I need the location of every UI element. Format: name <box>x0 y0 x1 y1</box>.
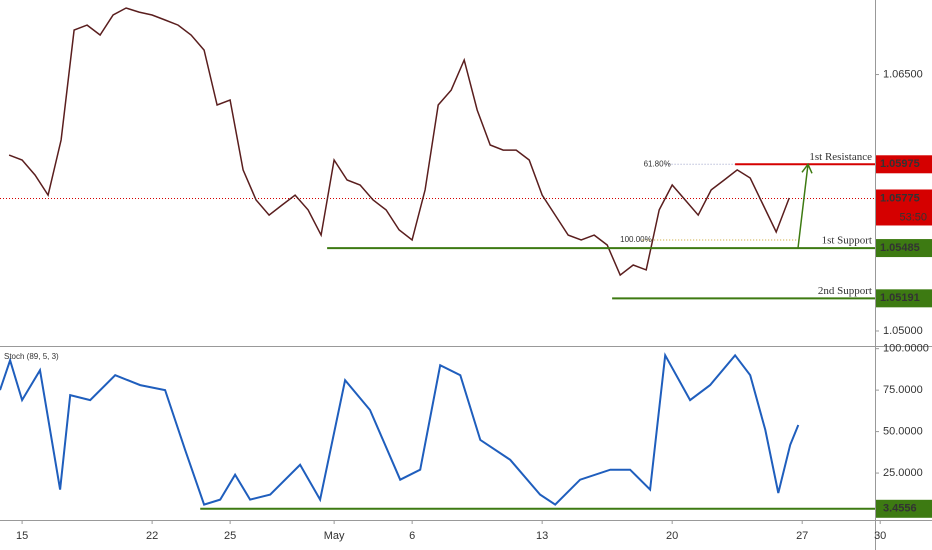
level-tag-label: 1.05485 <box>880 242 920 254</box>
y-tick-label: 1.05000 <box>883 325 923 337</box>
y2-tick-label: 25.0000 <box>883 467 923 479</box>
x-tick-label: 27 <box>796 530 808 542</box>
y2-tick-label: 50.0000 <box>883 425 923 437</box>
current-price-label: 1.05775 <box>880 192 920 204</box>
level-tag <box>876 155 932 174</box>
stoch-level-tag <box>876 499 932 518</box>
x-tick-label: 22 <box>146 530 158 542</box>
fib-label: 100.00% <box>620 235 652 244</box>
current-price-tag <box>876 189 932 226</box>
y-tick-label: 1.06500 <box>883 68 923 80</box>
level-name: 2nd Support <box>818 285 872 297</box>
projection-arrow <box>797 162 813 249</box>
price-line <box>8 7 790 277</box>
x-tick-label: 25 <box>224 530 236 542</box>
stoch-level-label: 3.4556 <box>883 503 917 515</box>
x-tick-label: 13 <box>536 530 548 542</box>
x-tick-label: May <box>324 530 345 542</box>
x-tick-label: 30 <box>874 530 886 542</box>
level-tag-label: 1.05975 <box>880 158 920 170</box>
indicator-title: Stoch (89, 5, 3) <box>4 352 59 361</box>
stoch-line <box>0 352 800 506</box>
fib-label: 61.80% <box>644 159 671 168</box>
level-tag-label: 1.05191 <box>880 292 920 304</box>
x-tick-label: 6 <box>409 530 415 542</box>
y2-tick-label: 75.0000 <box>883 384 923 396</box>
level-name: 1st Support <box>822 235 872 247</box>
x-tick-label: 20 <box>666 530 678 542</box>
level-name: 1st Resistance <box>809 151 872 163</box>
x-tick-label: 15 <box>16 530 28 542</box>
level-tag <box>876 289 932 308</box>
level-tag <box>876 239 932 258</box>
y2-tick-label: 100.0000 <box>883 343 929 355</box>
countdown: 53:50 <box>899 211 927 223</box>
